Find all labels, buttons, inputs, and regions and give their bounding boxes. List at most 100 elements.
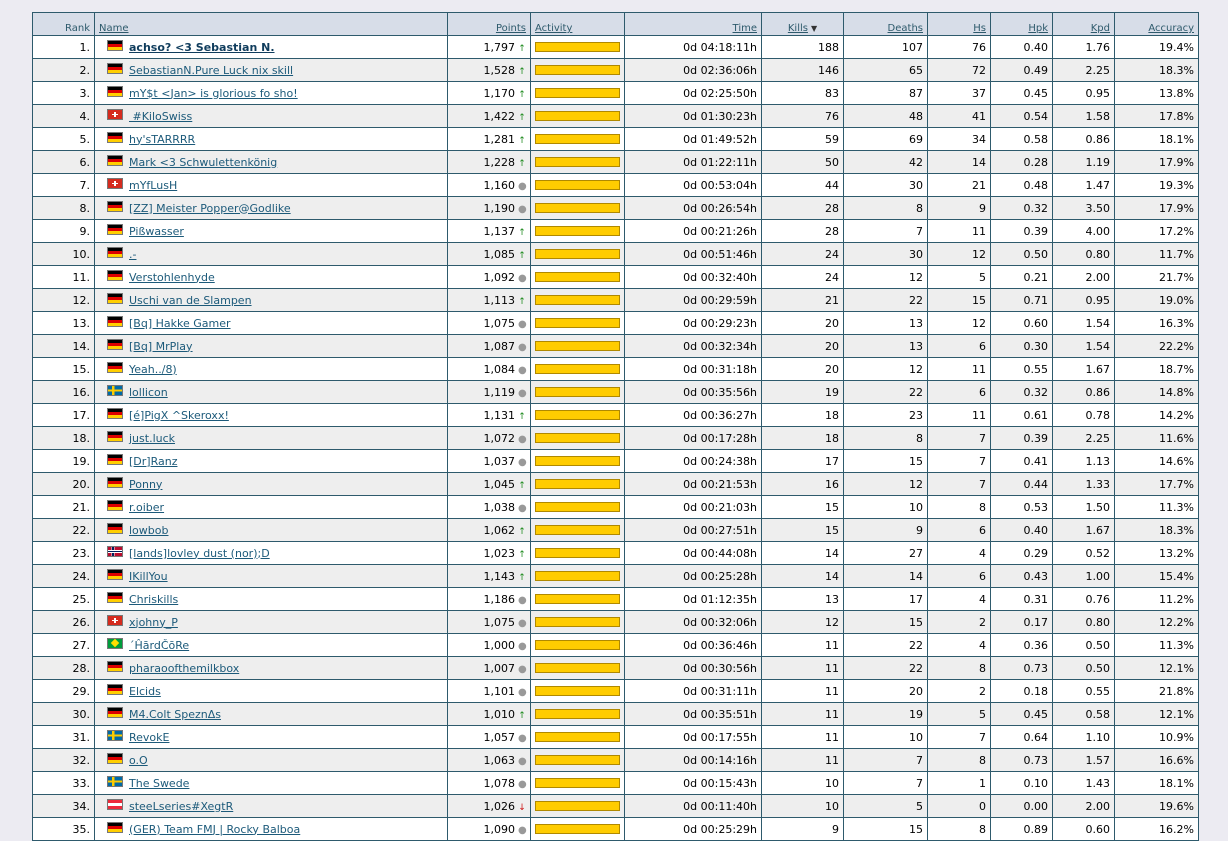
name-cell: Pißwasser [94,219,448,243]
accuracy-cell: 16.2% [1114,817,1199,841]
sort-by-activity-link[interactable]: Activity [535,23,573,34]
kills-cell: 11 [761,633,844,657]
player-name-link[interactable]: xjohny_P [129,615,178,629]
points-cell: 1,101 ● [447,679,531,703]
col-points[interactable]: Points [447,12,531,36]
kpd-cell: 1.00 [1052,564,1115,588]
player-name-link[interactable]: The Swede [129,776,190,790]
col-kills[interactable]: Kills ▼ [761,12,844,36]
kills-cell: 10 [761,771,844,795]
sort-by-time-link[interactable]: Time [732,23,757,34]
player-name-link[interactable]: Pißwasser [129,224,184,238]
points-cell: 1,072 ● [447,426,531,450]
player-name-link[interactable]: IKillYou [129,569,168,583]
player-name-link[interactable]: Chriskills [129,592,179,606]
table-row: 34. steeLseries#XegtR 1,026 ↓ 0d 00:11:40h 10… [32,794,1199,818]
accuracy-cell: 19.6% [1114,794,1199,818]
table-row: 29. Elcids 1,101 ● 0d 00:31:11h 11 20 2 0.18 0.55… [32,679,1199,703]
deaths-cell: 69 [843,127,928,151]
player-name-link[interactable]: ´ĤārdČōRe [129,638,190,652]
player-name-link[interactable]: r.oiber [129,500,165,514]
flag-de-icon [107,362,123,373]
col-rank-label: Rank [65,23,90,34]
flag-de-icon [107,431,123,442]
name-cell: RevokE [94,725,448,749]
player-name-link[interactable]: (GER) Team FMJ | Rocky Balboa [129,822,301,836]
sort-by-kpd-link[interactable]: Kpd [1090,23,1110,34]
sort-by-points-link[interactable]: Points [495,23,526,34]
col-deaths[interactable]: Deaths [843,12,928,36]
col-time[interactable]: Time [624,12,762,36]
hpk-cell: 0.36 [990,633,1053,657]
points-cell: 1,084 ● [447,357,531,381]
sort-by-hs-link[interactable]: Hs [973,23,986,34]
player-name-link[interactable]: [Bq] MrPlay [129,339,193,353]
player-name-link[interactable]: steeLseries#XegtR [129,799,234,813]
player-name-link[interactable]: Mark <3 Schwulettenkönig [129,155,278,169]
col-activity[interactable]: Activity [530,12,625,36]
col-name[interactable]: Name [94,12,448,36]
player-name-link[interactable]: pharaoofthemilkbox [129,661,240,675]
name-cell: Ponny [94,472,448,496]
activity-bar [535,42,620,52]
player-name-link[interactable]: hy'sTARRRR [129,132,196,146]
player-name-link[interactable]: lowbob [129,523,169,537]
flag-de-icon [107,753,123,764]
player-name-link[interactable]: SebastianN.Pure Luck nix skill [129,63,294,77]
name-cell: Elcids [94,679,448,703]
sort-by-hpk-link[interactable]: Hpk [1028,23,1048,34]
name-cell: o.O [94,748,448,772]
hs-cell: 12 [927,311,991,335]
player-name-link[interactable]: RevokE [129,730,170,744]
hpk-cell: 0.73 [990,748,1053,772]
player-name-link[interactable]: o.O [129,753,148,767]
table-row: 28. pharaoofthemilkbox 1,007 ● 0d 00:30:56h 1… [32,656,1199,680]
player-name-link[interactable]: [Dr]Ranz [129,454,178,468]
kpd-cell: 0.80 [1052,242,1115,266]
hpk-cell: 0.50 [990,242,1053,266]
col-hs[interactable]: Hs [927,12,991,36]
player-name-link[interactable]: just.luck [129,431,176,445]
activity-bar [535,617,620,627]
rank-cell: 25. [32,587,95,611]
deaths-cell: 12 [843,265,928,289]
sort-by-accuracy-link[interactable]: Accuracy [1148,23,1194,34]
table-row: 17. [é]PigX ^Skeroxx! 1,131 ↑ 0d 00:36:27h 18… [32,403,1199,427]
hs-cell: 6 [927,380,991,404]
player-name-link[interactable]: mYfLusH [129,178,178,192]
sort-by-deaths-link[interactable]: Deaths [887,23,923,34]
player-name-link[interactable]: [lands]lovley dust (nor);D [129,546,270,560]
player-name-link[interactable]: [ZZ] Meister Popper@Godlike [129,201,291,215]
kills-cell: 83 [761,81,844,105]
hpk-cell: 0.39 [990,426,1053,450]
player-name-link[interactable]: [é]PigX ^Skeroxx! [129,408,229,422]
player-name-link[interactable]: achso? <3 Sebastian N. [129,40,275,54]
name-cell: lowbob [94,518,448,542]
flag-de-icon [107,477,123,488]
player-name-link[interactable]: Uschi van de Slampen [129,293,252,307]
player-name-link[interactable]: Yeah../8) [129,362,177,376]
player-name-link[interactable]: mY$t <Jan> is glorious fo sho! [129,86,298,100]
player-name-link[interactable]: Ponny [129,477,163,491]
accuracy-cell: 17.8% [1114,104,1199,128]
col-kpd[interactable]: Kpd [1052,12,1115,36]
player-name-link[interactable]: Verstohlenhyde [129,270,215,284]
kpd-cell: 3.50 [1052,196,1115,220]
player-name-link[interactable]: lollicon [129,385,168,399]
player-name-link[interactable]: #KiloSwiss [129,109,193,123]
col-accuracy[interactable]: Accuracy [1114,12,1199,36]
points-cell: 1,078 ● [447,771,531,795]
sort-by-name-link[interactable]: Name [99,23,129,34]
player-name-link[interactable]: [Bq] Hakke Gamer [129,316,231,330]
player-name-link[interactable]: .- [129,247,137,261]
kills-cell: 24 [761,265,844,289]
flag-de-icon [107,454,123,465]
hpk-cell: 0.10 [990,771,1053,795]
time-cell: 0d 01:12:35h [624,587,762,611]
rank-cell: 21. [32,495,95,519]
col-hpk[interactable]: Hpk [990,12,1053,36]
deaths-cell: 22 [843,380,928,404]
player-name-link[interactable]: M4.Colt SpeznΔs [129,707,221,721]
sort-by-kills-link[interactable]: Kills [787,23,808,34]
player-name-link[interactable]: Elcids [129,684,161,698]
